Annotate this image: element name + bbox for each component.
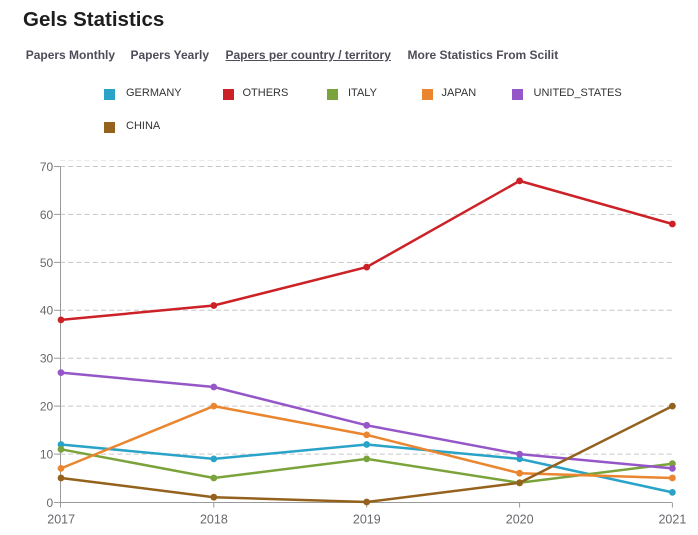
svg-text:2020: 2020 xyxy=(506,513,534,527)
svg-text:60: 60 xyxy=(40,208,54,222)
svg-text:50: 50 xyxy=(40,256,54,270)
svg-text:30: 30 xyxy=(40,352,54,366)
svg-text:2019: 2019 xyxy=(353,513,381,527)
svg-text:0: 0 xyxy=(47,496,54,510)
svg-text:2018: 2018 xyxy=(200,513,228,527)
svg-text:40: 40 xyxy=(40,304,54,318)
svg-text:10: 10 xyxy=(40,448,54,462)
svg-text:2021: 2021 xyxy=(658,513,686,527)
svg-text:70: 70 xyxy=(40,160,54,174)
svg-text:2017: 2017 xyxy=(47,513,75,527)
svg-text:20: 20 xyxy=(40,400,54,414)
